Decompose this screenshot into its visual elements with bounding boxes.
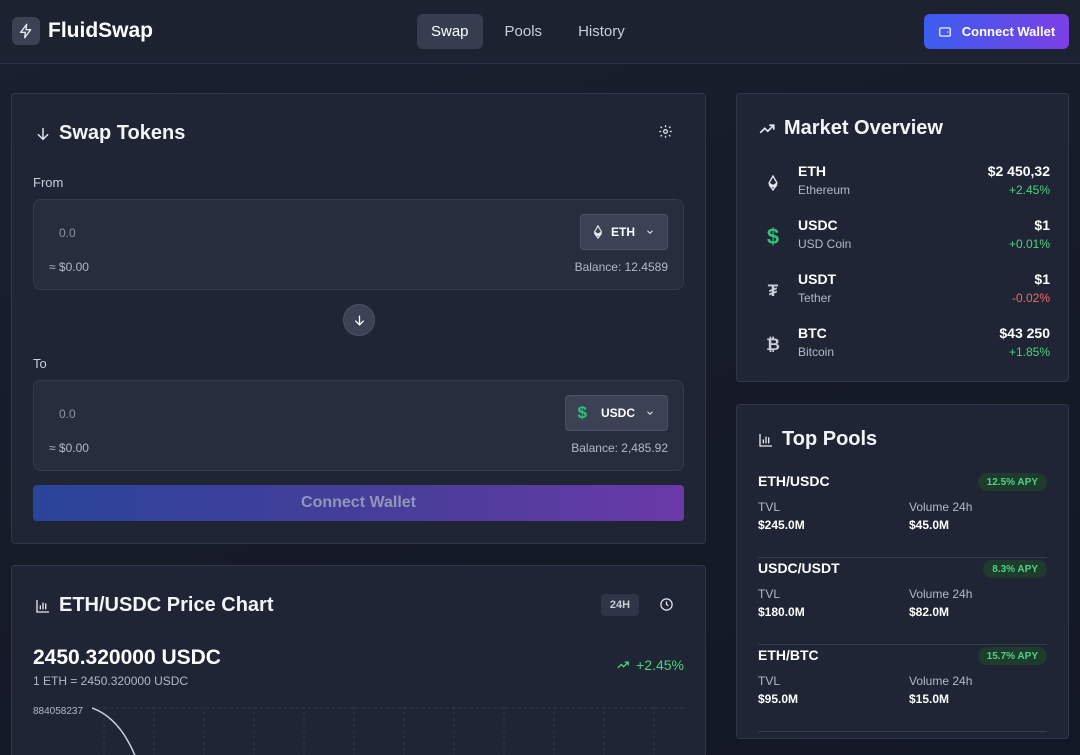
from-label: From (33, 175, 64, 190)
apy-badge: 12.5% APY (977, 473, 1047, 491)
market-row-eth[interactable]: ETH Ethereum $2 450,32 +2.45% (737, 163, 1071, 217)
nav-pools[interactable]: Pools (504, 23, 543, 40)
wallet-icon (938, 26, 951, 37)
trending-up-icon (759, 123, 775, 133)
swap-title: Swap Tokens (35, 122, 185, 145)
app-name: FluidSwap (48, 19, 153, 42)
pool-row[interactable]: USDC/USDT 8.3% APY TVL Volume 24h $180.0… (758, 560, 1047, 645)
from-usd-value: ≈ $0.00 (49, 260, 89, 274)
to-field: 0.0 $ USDC ≈ $0.00 Balance: 2,485.92 (33, 380, 684, 471)
settings-gear-icon[interactable] (658, 124, 673, 144)
top-pools-card: Top Pools ETH/USDC 12.5% APY TVL Volume … (736, 404, 1069, 739)
header-connect-wallet-label: Connect Wallet (961, 24, 1056, 39)
tvl-value: $245.0M (758, 518, 805, 532)
y-axis-tick-label: 884058237 (33, 706, 84, 717)
volume-label: Volume 24h (909, 500, 973, 514)
swap-card: Swap Tokens From 0.0 ETH ≈ $0.00 Balance… (11, 93, 706, 544)
bar-chart-icon (36, 599, 49, 613)
clock-icon[interactable] (659, 597, 674, 617)
volume-value: $82.0M (909, 605, 950, 619)
from-token-select[interactable]: ETH (580, 214, 668, 250)
from-token-symbol: ETH (611, 225, 635, 239)
price-line (92, 707, 136, 755)
chart-title: ETH/USDC Price Chart (35, 594, 274, 617)
top-pools-title: Top Pools (758, 428, 877, 451)
from-balance: Balance: 12.4589 (574, 260, 668, 274)
market-overview-card: Market Overview ETH Ethereum $2 450,32 +… (736, 93, 1069, 382)
price-chart-card: ETH/USDC Price Chart 24H 2450.320000 USD… (11, 565, 706, 755)
chart-grid (92, 706, 686, 755)
chevron-down-icon (647, 411, 653, 415)
to-label: To (33, 356, 47, 371)
volume-value: $45.0M (909, 518, 950, 532)
market-row-usdt[interactable]: ₮ USDT Tether $1 -0.02% (737, 271, 1071, 325)
to-usd-value: ≈ $0.00 (49, 441, 89, 455)
to-token-select[interactable]: $ USDC (564, 395, 668, 431)
app-logo[interactable]: FluidSwap (12, 17, 153, 45)
from-field: 0.0 ETH ≈ $0.00 Balance: 12.4589 (33, 199, 684, 290)
exchange-rate: 1 ETH = 2450.320000 USDC (33, 674, 189, 688)
header-connect-wallet-button[interactable]: Connect Wallet (924, 14, 1069, 49)
nav-history[interactable]: History (578, 23, 625, 40)
to-amount-input[interactable]: 0.0 (59, 407, 76, 421)
tvl-value: $95.0M (758, 692, 799, 706)
lightning-icon (12, 17, 40, 45)
bitcoin-icon: ₿ (766, 335, 780, 354)
current-price: 2450.320000 USDC (33, 646, 221, 669)
tether-icon: ₮ (767, 281, 779, 300)
apy-badge: 8.3% APY (983, 560, 1047, 578)
ethereum-icon (763, 171, 783, 195)
main-nav: Swap Pools History (417, 14, 647, 49)
nav-swap[interactable]: Swap (417, 14, 483, 49)
tvl-label: TVL (758, 500, 781, 514)
timeframe-badge[interactable]: 24H (601, 594, 639, 616)
top-header: FluidSwap Swap Pools History Connect Wal… (0, 0, 1080, 64)
to-balance: Balance: 2,485.92 (571, 441, 668, 455)
market-overview-title: Market Overview (758, 117, 943, 140)
trending-up-icon (617, 661, 630, 669)
tvl-label: TVL (758, 674, 781, 688)
pool-row[interactable]: ETH/USDC 12.5% APY TVL Volume 24h $245.0… (758, 473, 1047, 558)
tvl-value: $180.0M (758, 605, 805, 619)
market-row-usdc[interactable]: $ USDC USD Coin $1 +0.01% (737, 217, 1071, 271)
from-amount-input[interactable]: 0.0 (59, 226, 76, 240)
swap-direction-button[interactable] (343, 304, 375, 336)
tvl-label: TVL (758, 587, 781, 601)
bar-chart-icon (759, 433, 772, 447)
pool-row[interactable]: ETH/BTC 15.7% APY TVL Volume 24h $95.0M … (758, 647, 1047, 732)
swap-connect-wallet-button[interactable]: Connect Wallet (33, 485, 684, 521)
ethereum-icon (593, 225, 603, 239)
volume-label: Volume 24h (909, 674, 973, 688)
dollar-icon: $ (577, 403, 587, 422)
price-chart-plot (92, 706, 686, 755)
price-change: +2.45% (616, 657, 684, 673)
volume-label: Volume 24h (909, 587, 973, 601)
arrow-down-icon (37, 127, 49, 140)
to-token-symbol: USDC (600, 406, 635, 420)
chevron-down-icon (647, 230, 653, 234)
apy-badge: 15.7% APY (977, 647, 1047, 665)
arrow-down-icon (354, 315, 364, 326)
dollar-icon: $ (766, 224, 780, 249)
market-row-btc[interactable]: ₿ BTC Bitcoin $43 250 +1.85% (737, 325, 1071, 379)
volume-value: $15.0M (909, 692, 950, 706)
